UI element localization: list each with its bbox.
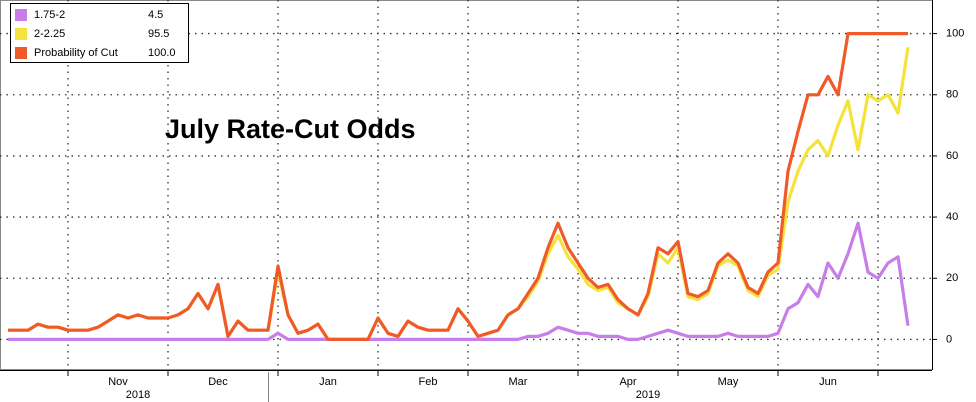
series-line <box>8 47 910 341</box>
legend-swatch <box>15 47 27 59</box>
series-line <box>8 221 910 341</box>
x-tick-label: Apr <box>619 376 636 388</box>
year-label: 2019 <box>636 389 660 401</box>
series-line <box>8 32 908 341</box>
legend-label: 1.75-2 <box>34 9 65 21</box>
y-tick-label: 0 <box>946 333 952 345</box>
legend-swatch <box>15 9 27 21</box>
legend-value: 95.5 <box>148 28 169 40</box>
legend-swatch <box>15 28 27 40</box>
y-tick-label: 100 <box>946 27 964 39</box>
chart-title: July Rate-Cut Odds <box>165 114 416 144</box>
x-tick-label: Nov <box>108 376 128 388</box>
y-tick-label: 80 <box>946 89 958 101</box>
x-tick-label: Jun <box>819 376 837 388</box>
legend-label: Probability of Cut <box>34 47 118 59</box>
y-tick-label: 20 <box>946 272 958 284</box>
legend-label: 2-2.25 <box>34 28 65 40</box>
year-label: 2018 <box>126 389 150 401</box>
x-tick-label: Mar <box>509 376 528 388</box>
legend-box <box>10 3 189 63</box>
y-tick-label: 40 <box>946 211 958 223</box>
y-tick-label: 60 <box>946 150 958 162</box>
legend: 1.75-2 4.5 2-2.25 95.5 Probability of Cut 100… <box>10 3 189 63</box>
x-tick-label: Dec <box>208 376 228 388</box>
x-tick-label: May <box>718 376 739 388</box>
legend-value: 4.5 <box>148 9 163 21</box>
legend-value: 100.0 <box>148 47 176 59</box>
x-tick-label: Feb <box>419 376 438 388</box>
x-tick-label: Jan <box>319 376 337 388</box>
